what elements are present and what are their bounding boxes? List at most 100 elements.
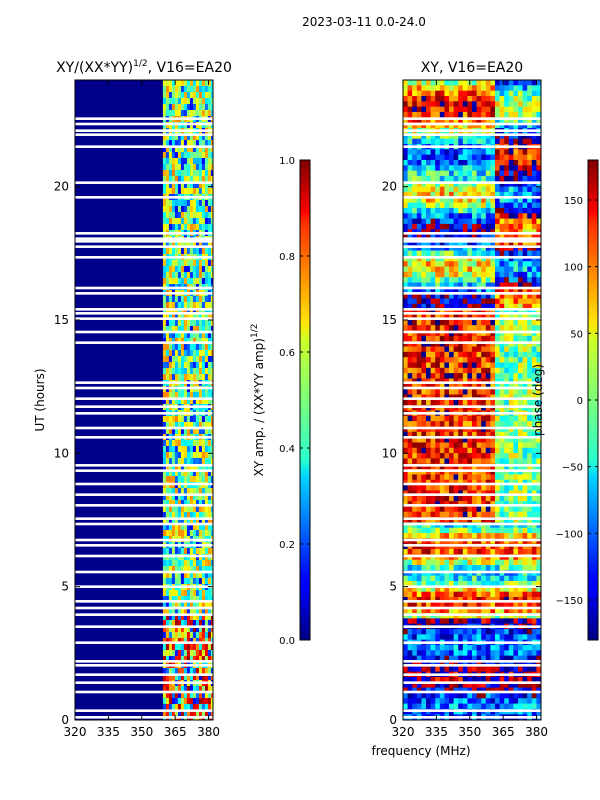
heatmap-cell xyxy=(499,197,505,203)
heatmap-cell xyxy=(407,122,413,129)
heatmap-cell xyxy=(186,530,191,537)
heatmap-cell xyxy=(430,111,436,118)
heatmap-cell xyxy=(192,296,197,303)
heatmap-cell xyxy=(453,197,459,203)
heatmap-cell xyxy=(430,597,436,603)
heatmap-cell xyxy=(198,422,203,429)
heatmap-cell xyxy=(426,431,431,438)
heatmap-cell xyxy=(186,632,191,639)
heatmap-cell xyxy=(449,474,454,481)
heatmap-cell xyxy=(527,389,533,395)
heatmap-cell xyxy=(522,378,528,385)
heatmap-cell xyxy=(531,426,537,433)
heatmap-cell xyxy=(531,602,537,609)
heatmap-cell xyxy=(536,383,541,390)
heatmap-cell xyxy=(195,98,200,105)
heatmap-cell xyxy=(183,632,188,639)
heatmap-cell xyxy=(412,80,418,86)
heatmap-cell xyxy=(449,442,454,449)
heatmap-cell xyxy=(180,278,185,285)
heatmap-cell xyxy=(444,367,450,374)
heatmap-cell xyxy=(439,223,445,230)
heatmap-cell xyxy=(407,138,413,145)
heatmap-cell xyxy=(407,479,413,486)
heatmap-cell xyxy=(177,158,182,165)
heatmap-cell xyxy=(186,470,191,477)
heatmap-cell xyxy=(174,560,179,567)
heatmap-cell xyxy=(207,452,212,459)
heatmap-cell xyxy=(508,426,514,433)
heatmap-cell xyxy=(162,644,167,651)
flagged-row xyxy=(75,681,213,684)
heatmap-cell xyxy=(165,134,170,141)
heatmap-cell xyxy=(458,85,464,92)
heatmap-cell xyxy=(508,447,514,454)
heatmap-cell xyxy=(536,90,541,97)
heatmap-cell xyxy=(168,368,173,375)
heatmap-cell xyxy=(192,464,197,471)
heatmap-cell xyxy=(490,618,496,625)
heatmap-cell xyxy=(490,293,496,299)
heatmap-cell xyxy=(198,596,203,603)
heatmap-cell xyxy=(490,426,496,433)
heatmap-cell xyxy=(467,266,473,273)
x-tick-label: 320 xyxy=(64,725,87,739)
heatmap-cell xyxy=(453,575,459,582)
heatmap-cell xyxy=(504,165,510,172)
heatmap-cell xyxy=(467,527,473,534)
heatmap-cell xyxy=(192,302,197,309)
heatmap-cell xyxy=(458,426,464,433)
heatmap-cell xyxy=(189,698,194,705)
heatmap-cell xyxy=(168,170,173,177)
heatmap-cell xyxy=(171,494,176,501)
heatmap-cell xyxy=(504,453,510,459)
heatmap-cell xyxy=(476,367,482,374)
heatmap-cell xyxy=(186,416,191,423)
heatmap-cell xyxy=(495,325,500,331)
heatmap-cell xyxy=(171,590,176,597)
heatmap-cell xyxy=(508,506,514,513)
heatmap-cell xyxy=(522,218,528,225)
heatmap-cell xyxy=(499,479,505,486)
heatmap-cell xyxy=(171,320,176,327)
heatmap-cell xyxy=(476,421,482,427)
heatmap-cell xyxy=(499,618,505,625)
heatmap-cell xyxy=(513,405,519,411)
heatmap-cell xyxy=(207,596,212,603)
heatmap-cell xyxy=(453,367,459,374)
heatmap-cell xyxy=(168,506,173,513)
heatmap-cell xyxy=(485,213,491,219)
heatmap-cell xyxy=(522,527,528,534)
heatmap-cell xyxy=(453,362,459,369)
heatmap-cell xyxy=(453,202,459,209)
heatmap-cell xyxy=(174,596,179,603)
heatmap-cell xyxy=(481,389,487,395)
heatmap-cell xyxy=(518,389,523,395)
heatmap-cell xyxy=(162,92,167,99)
heatmap-cell xyxy=(522,95,528,102)
heatmap-cell xyxy=(467,495,473,502)
heatmap-cell xyxy=(180,428,185,435)
heatmap-cell xyxy=(210,206,213,213)
heatmap-cell xyxy=(195,452,200,459)
heatmap-cell xyxy=(536,303,541,310)
flagged-row xyxy=(75,493,213,496)
heatmap-cell xyxy=(192,452,197,459)
heatmap-cell xyxy=(177,698,182,705)
heatmap-cell xyxy=(458,122,464,129)
heatmap-cell xyxy=(165,416,170,423)
heatmap-cell xyxy=(171,350,176,357)
heatmap-cell xyxy=(485,511,491,518)
heatmap-cell xyxy=(403,191,408,198)
heatmap-cell xyxy=(518,405,523,411)
heatmap-cell xyxy=(430,602,436,609)
heatmap-cell xyxy=(165,704,170,711)
heatmap-cell xyxy=(210,98,213,105)
heatmap-cell xyxy=(444,527,450,534)
heatmap-cell xyxy=(476,277,482,283)
heatmap-cell xyxy=(518,426,523,433)
heatmap-cell xyxy=(531,186,537,193)
heatmap-cell xyxy=(186,440,191,447)
heatmap-cell xyxy=(407,250,413,257)
heatmap-cell xyxy=(412,559,418,566)
